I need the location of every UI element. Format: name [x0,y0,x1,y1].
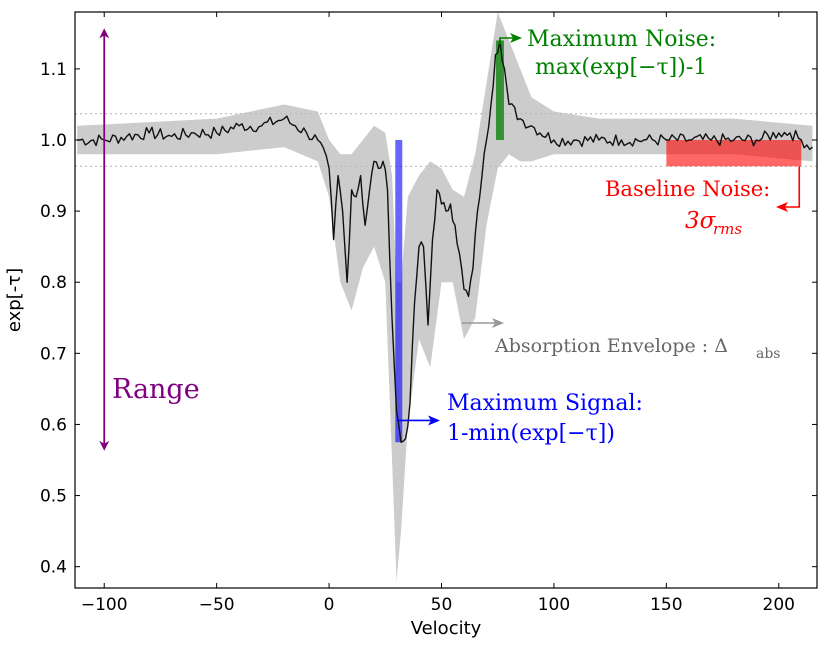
y-tick-label: 0.7 [40,344,67,364]
baseline-noise-label: Baseline Noise: [605,177,770,201]
x-tick-label: 0 [324,595,335,615]
max-signal-bar [395,140,403,443]
max-signal-formula: 1-min(exp[−τ]) [447,421,615,446]
max-noise-formula: max(exp[−τ])-1 [535,55,707,80]
max-noise-bar [495,40,504,140]
max-signal-label: Maximum Signal: [447,391,643,416]
x-tick-label: −50 [199,595,235,615]
y-tick-label: 1.0 [40,131,67,151]
y-tick-label: 0.8 [40,273,67,293]
envelope-subscript: abs [756,346,781,362]
baseline-noise-bar [666,140,802,167]
baseline-noise-arrow [776,166,801,212]
x-tick-label: 150 [650,595,682,615]
x-axis-label: Velocity [411,618,482,639]
absorption-envelope [77,12,813,581]
y-tick-label: 0.9 [40,202,67,222]
baseline-noise-formula: 3σ [685,208,717,234]
x-tick-label: 50 [431,595,453,615]
envelope-label: Absorption Envelope : Δ [494,335,728,357]
max-noise-label: Maximum Noise: [527,27,716,52]
range-label: Range [112,374,200,405]
x-tick-label: −100 [81,595,128,615]
plot-frame [74,11,818,589]
y-tick-label: 0.5 [40,487,67,507]
x-tick-label: 200 [763,595,795,615]
y-tick-label: 1.1 [40,60,67,80]
y-axis-label: exp[-τ] [4,268,25,332]
y-tick-label: 0.6 [40,415,67,435]
baseline-noise-subscript: rms [713,220,742,238]
spectrum-line [77,39,813,443]
y-tick-label: 0.4 [40,558,67,578]
max-noise-arrow [499,33,522,45]
x-tick-label: 100 [538,595,570,615]
